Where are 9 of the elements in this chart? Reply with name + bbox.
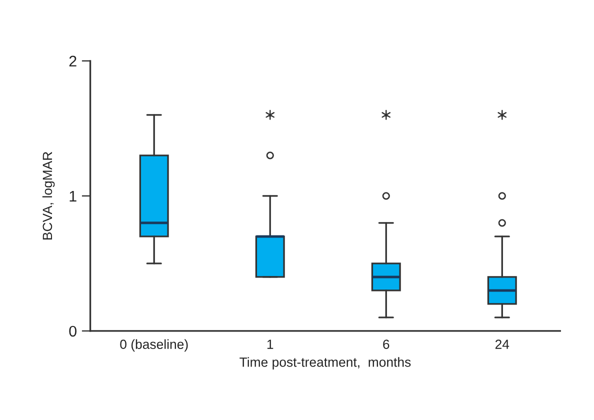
- x-tick-label: 0 (baseline): [120, 339, 188, 352]
- y-tick-label: 2: [69, 56, 76, 66]
- x-tick-label: 1: [267, 340, 274, 349]
- y-axis-title: BCVA, logMAR: [42, 152, 55, 240]
- x-tick-label: 24: [495, 340, 510, 349]
- y-tick-label: 0: [69, 326, 76, 337]
- x-tick-label: 6: [383, 340, 390, 349]
- y-tick-label: 1: [70, 190, 76, 202]
- x-axis-title: Time post-treatment, months: [240, 357, 411, 370]
